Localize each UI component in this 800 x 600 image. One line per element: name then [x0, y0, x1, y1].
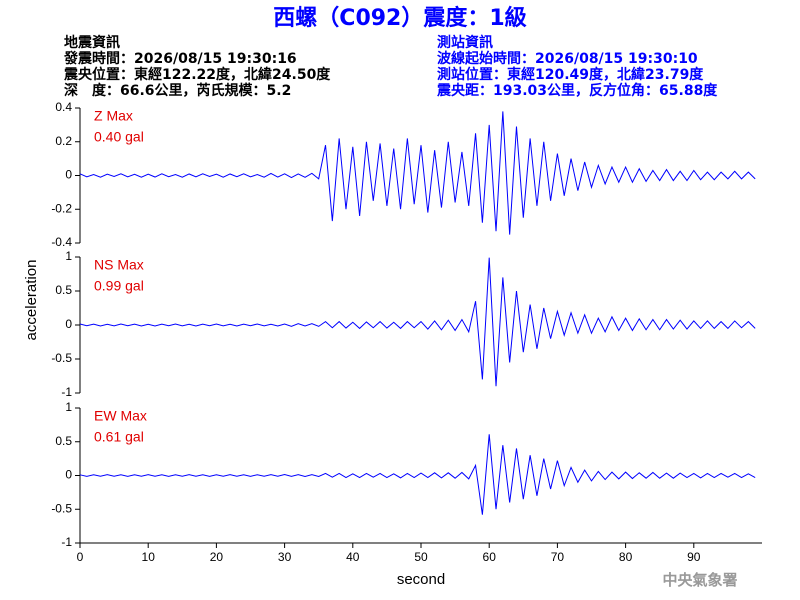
y-tick-label: 0 [65, 168, 72, 182]
y-tick-label: -1 [61, 535, 72, 549]
y-tick-label: 1 [65, 400, 72, 414]
x-tick-label: 0 [77, 550, 84, 564]
y-tick-label: -0.2 [51, 201, 72, 215]
y-tick-label: 0.2 [55, 134, 72, 148]
y-tick-label: 0 [65, 468, 72, 482]
annotation: EW Max [94, 408, 147, 424]
y-tick-label: -0.4 [51, 235, 72, 249]
x-tick-label: 20 [210, 550, 224, 564]
max-label: 0.99 gal [94, 278, 144, 294]
y-tick-label: 0.4 [55, 100, 72, 114]
info-line: 震央距：193.03公里，反方位角：65.88度 [436, 82, 718, 99]
x-tick-label: 70 [551, 550, 565, 564]
title: 西螺（C092）震度：1級 [273, 5, 526, 31]
max-label: 0.61 gal [94, 429, 144, 445]
x-tick-label: 50 [414, 550, 428, 564]
x-axis-label: second [397, 571, 445, 588]
x-tick-label: 80 [619, 550, 633, 564]
info-line: 震央位置：東經122.22度，北緯24.50度 [63, 66, 331, 83]
y-tick-label: 1 [65, 249, 72, 263]
info-line: 測站位置：東經120.49度，北緯23.79度 [437, 66, 704, 83]
x-tick-label: 90 [687, 550, 701, 564]
info-line: 深 度：66.6公里，芮氏規模：5.2 [64, 82, 291, 99]
y-tick-label: -0.5 [51, 351, 72, 365]
x-tick-label: 30 [278, 550, 292, 564]
waveform [79, 434, 756, 515]
max-label: 0.40 gal [94, 129, 144, 145]
y-tick-label: -1 [61, 385, 72, 399]
info-line: 測站資訊 [437, 34, 493, 51]
waveform [79, 111, 756, 235]
y-tick-label: 0.5 [55, 283, 72, 297]
x-tick-label: 10 [142, 550, 156, 564]
x-tick-label: 60 [483, 550, 497, 564]
y-tick-label: -0.5 [51, 501, 72, 515]
annotation: Z Max [94, 108, 133, 124]
y-tick-label: 0.5 [55, 434, 72, 448]
x-tick-label: 40 [346, 550, 360, 564]
y-axis-label: acceleration [23, 260, 40, 341]
waveform [79, 257, 756, 387]
info-line: 地震資訊 [64, 34, 120, 51]
annotation: NS Max [94, 257, 144, 273]
info-line: 波線起始時間：2026/08/15 19:30:10 [437, 50, 698, 67]
info-line: 發震時間：2026/08/15 19:30:16 [63, 50, 297, 67]
footer: 中央氣象署 [662, 571, 737, 589]
y-tick-label: 0 [65, 317, 72, 331]
